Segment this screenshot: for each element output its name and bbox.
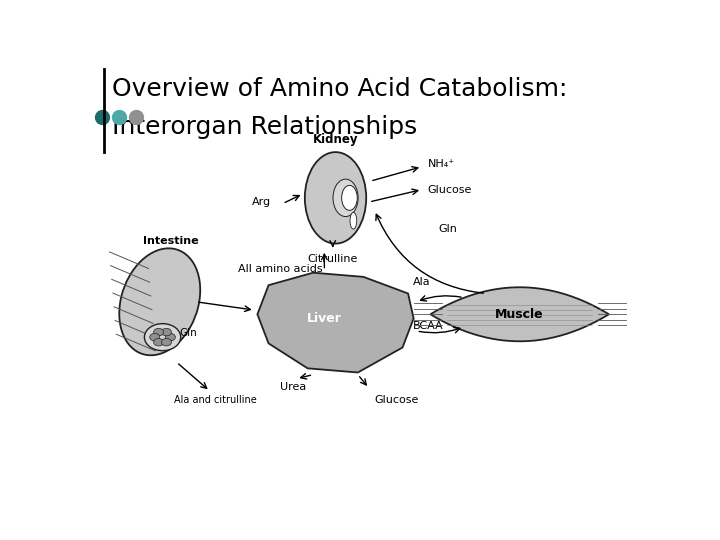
Text: BCAA: BCAA bbox=[413, 321, 443, 331]
Ellipse shape bbox=[350, 212, 356, 229]
Text: Arg: Arg bbox=[252, 197, 271, 207]
PathPatch shape bbox=[258, 273, 414, 373]
Ellipse shape bbox=[305, 152, 366, 244]
Ellipse shape bbox=[342, 185, 357, 210]
Ellipse shape bbox=[153, 339, 163, 346]
Text: Intestine: Intestine bbox=[143, 235, 199, 246]
Text: Glucose: Glucose bbox=[374, 395, 419, 404]
Text: Gln: Gln bbox=[179, 328, 197, 338]
Point bbox=[96, 112, 108, 121]
Text: Liver: Liver bbox=[307, 312, 342, 325]
Text: Interorgan Relationships: Interorgan Relationships bbox=[112, 114, 418, 139]
Ellipse shape bbox=[161, 339, 171, 346]
Text: Overview of Amino Acid Catabolism:: Overview of Amino Acid Catabolism: bbox=[112, 77, 567, 102]
Text: Glucose: Glucose bbox=[428, 185, 472, 194]
Ellipse shape bbox=[153, 328, 163, 336]
Text: NH₄⁺: NH₄⁺ bbox=[428, 159, 455, 169]
Ellipse shape bbox=[120, 248, 200, 355]
PathPatch shape bbox=[431, 287, 609, 341]
Ellipse shape bbox=[161, 328, 171, 336]
Ellipse shape bbox=[150, 333, 160, 341]
Text: Kidney: Kidney bbox=[312, 133, 359, 146]
Point bbox=[130, 112, 142, 121]
Ellipse shape bbox=[145, 323, 181, 350]
Text: Gln: Gln bbox=[438, 224, 458, 234]
Point bbox=[113, 112, 125, 121]
Text: Ala and citrulline: Ala and citrulline bbox=[174, 395, 257, 404]
Ellipse shape bbox=[333, 179, 358, 217]
Text: Ala: Ala bbox=[413, 277, 430, 287]
Text: Citrulline: Citrulline bbox=[307, 254, 358, 264]
Text: Muscle: Muscle bbox=[495, 308, 544, 321]
Ellipse shape bbox=[166, 333, 176, 341]
Text: All amino acids: All amino acids bbox=[238, 264, 323, 274]
Text: Urea: Urea bbox=[279, 382, 306, 392]
